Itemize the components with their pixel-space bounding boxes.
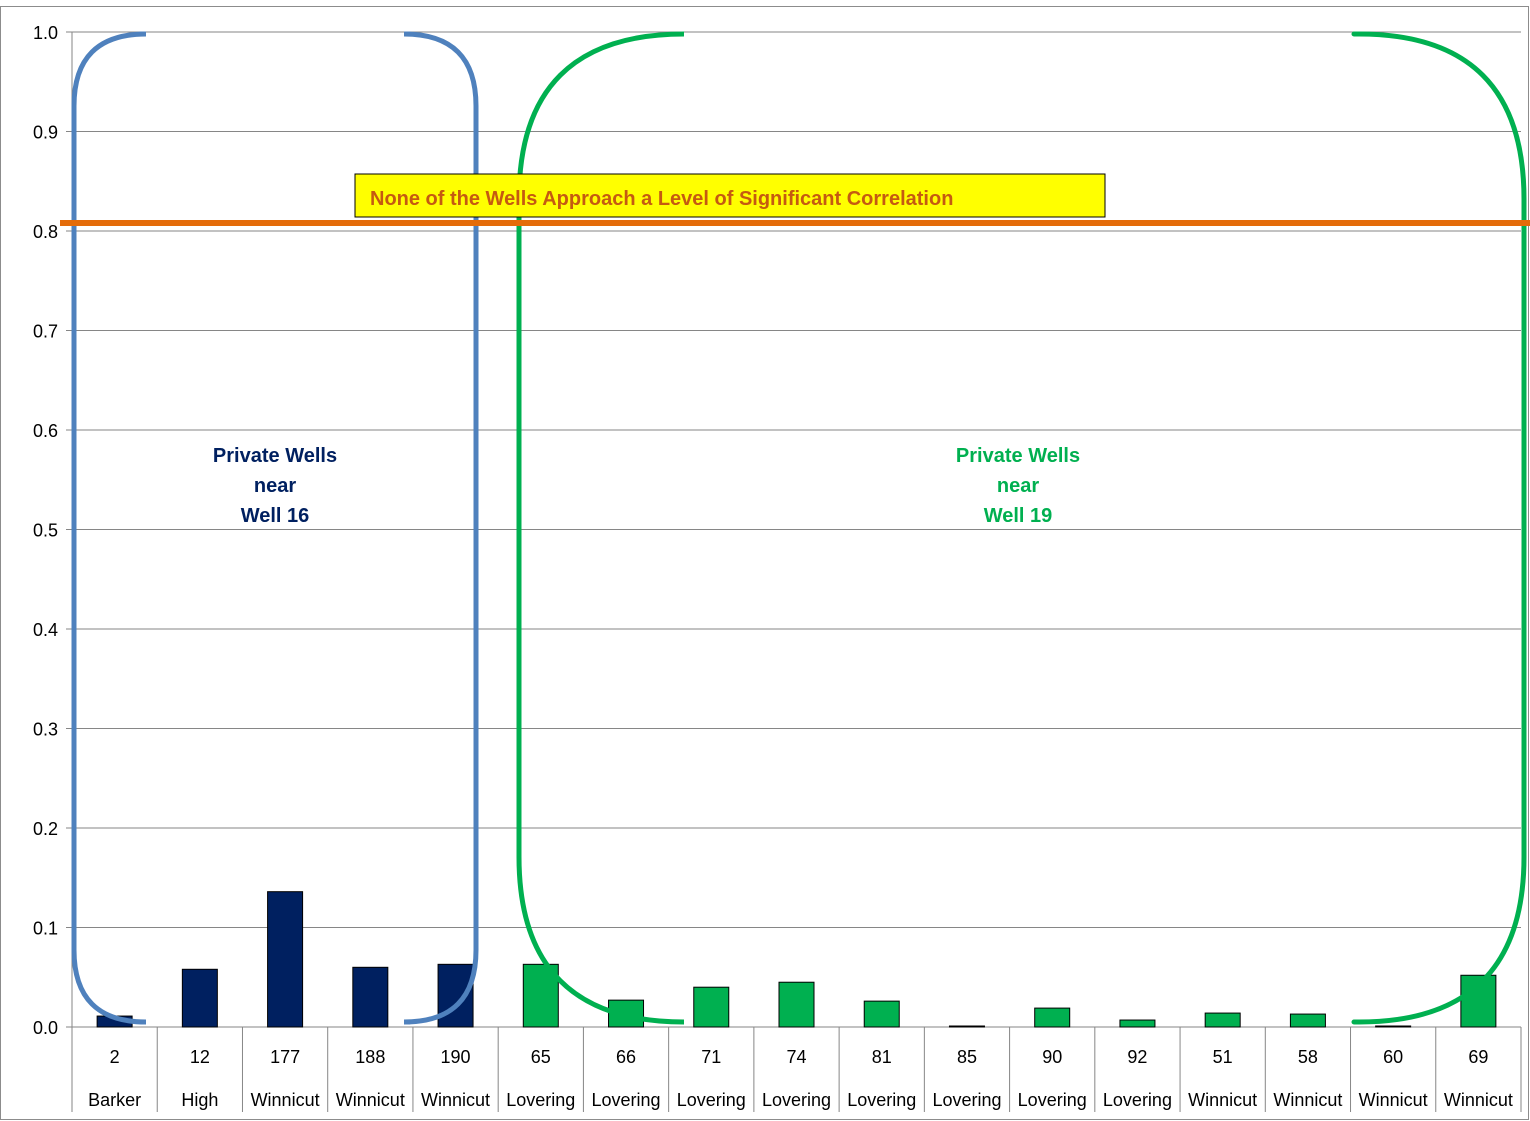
- bar: [693, 986, 730, 1028]
- y-tick-label: 0.0: [33, 1018, 58, 1038]
- x-tick-label-road: Winnicut: [336, 1090, 405, 1110]
- x-tick-label-well: 177: [270, 1047, 300, 1067]
- group-label-line: Private Wells: [956, 445, 1080, 467]
- x-tick-label-well: 74: [786, 1047, 806, 1067]
- callout-text: None of the Wells Approach a Level of Si…: [370, 188, 953, 210]
- x-tick-label-well: 66: [616, 1047, 636, 1067]
- y-tick-label: 0.2: [33, 819, 58, 839]
- bar: [948, 1025, 985, 1028]
- x-tick-label-well: 81: [872, 1047, 892, 1067]
- group-labels: Private Wells near Well 16 Private Wells nea…: [213, 445, 1080, 527]
- callout-box: [354, 173, 1106, 218]
- x-tick-label-well: 69: [1468, 1047, 1488, 1067]
- x-tick-label-well: 190: [441, 1047, 471, 1067]
- y-tick-label: 0.5: [33, 521, 58, 541]
- callout: None of the Wells Approach a Level of Si…: [354, 173, 1106, 218]
- bar: [267, 891, 304, 1028]
- group-label-line: Private Wells: [213, 445, 337, 467]
- bar: [778, 981, 815, 1028]
- x-tick-label-well: 85: [957, 1047, 977, 1067]
- bar: [1289, 1013, 1326, 1028]
- y-axis: 0.0 0.1 0.2 0.3 0.4 0.5 0.6 0.7 0.8 0.9 1.0: [33, 23, 73, 1038]
- bar: [863, 1000, 900, 1028]
- y-tick-label: 0.1: [33, 919, 58, 939]
- x-tick-label-well: 65: [531, 1047, 551, 1067]
- x-tick-label-road: Lovering: [847, 1090, 916, 1110]
- x-tick-label-well: 58: [1298, 1047, 1318, 1067]
- x-tick-label-well: 2: [110, 1047, 120, 1067]
- bar: [1119, 1019, 1156, 1028]
- x-tick-label-well: 60: [1383, 1047, 1403, 1067]
- x-tick-label-road: Lovering: [932, 1090, 1001, 1110]
- x-tick-label-well: 51: [1213, 1047, 1233, 1067]
- x-tick-label-well: 12: [190, 1047, 210, 1067]
- x-tick-label-road: High: [181, 1090, 218, 1110]
- gridlines: [72, 31, 1521, 928]
- group-bracket: [71, 31, 479, 1025]
- bar: [1034, 1007, 1071, 1028]
- group-brackets: [71, 31, 1527, 1025]
- group-label-line: near: [254, 475, 296, 497]
- group-label-line: near: [997, 475, 1039, 497]
- bars: [96, 891, 1497, 1028]
- bar: [1375, 1025, 1412, 1028]
- chart-border: [0, 6, 1529, 1120]
- group-label-line: Well 16: [241, 505, 310, 527]
- x-tick-label-road: Winnicut: [1273, 1090, 1342, 1110]
- x-tick-label-road: Winnicut: [421, 1090, 490, 1110]
- x-tick-label-road: Lovering: [1103, 1090, 1172, 1110]
- group-label-line: Well 19: [984, 505, 1053, 527]
- x-tick-label-well: 188: [355, 1047, 385, 1067]
- x-tick-label-road: Lovering: [592, 1090, 661, 1110]
- bar: [352, 966, 389, 1028]
- x-tick-label-road: Barker: [88, 1090, 141, 1110]
- y-tick-label: 0.8: [33, 222, 58, 242]
- y-tick-label: 1.0: [33, 23, 58, 43]
- x-tick-label-road: Lovering: [1018, 1090, 1087, 1110]
- x-tick-label-road: Lovering: [677, 1090, 746, 1110]
- y-tick-label: 0.6: [33, 421, 58, 441]
- bar: [181, 968, 218, 1028]
- y-tick-label: 0.3: [33, 720, 58, 740]
- y-tick-label: 0.7: [33, 322, 58, 342]
- x-tick-label-road: Lovering: [762, 1090, 831, 1110]
- x-tick-label-road: Winnicut: [1188, 1090, 1257, 1110]
- x-tick-label-well: 90: [1042, 1047, 1062, 1067]
- x-tick-label-well: 92: [1127, 1047, 1147, 1067]
- x-tick-label-road: Winnicut: [1444, 1090, 1513, 1110]
- x-tick-label-well: 71: [701, 1047, 721, 1067]
- x-tick-label-road: Winnicut: [251, 1090, 320, 1110]
- group-bracket: [516, 31, 1527, 1025]
- y-tick-label: 0.4: [33, 620, 58, 640]
- bar: [1204, 1012, 1241, 1028]
- x-tick-label-road: Lovering: [506, 1090, 575, 1110]
- y-tick-label: 0.9: [33, 123, 58, 143]
- x-tick-label-road: Winnicut: [1359, 1090, 1428, 1110]
